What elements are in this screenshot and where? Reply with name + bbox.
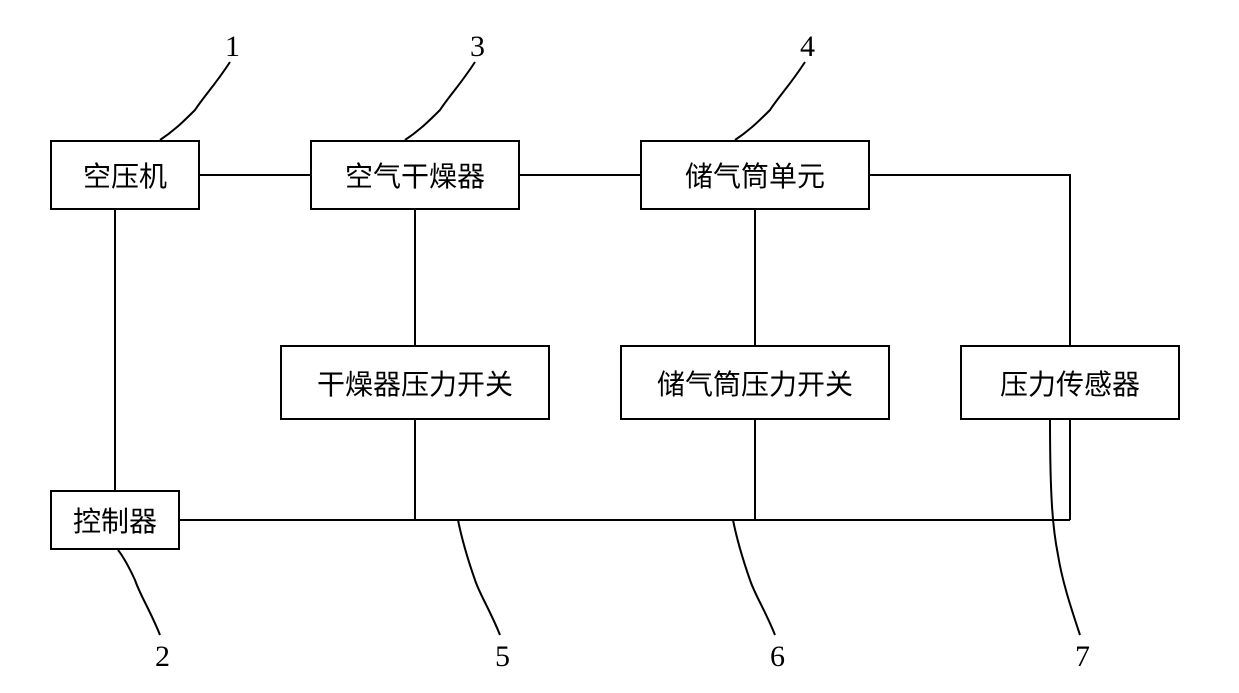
callout-text: 2	[155, 640, 170, 673]
node-label: 压力传感器	[1000, 363, 1140, 403]
callout-4: 4	[800, 30, 815, 64]
node-controller: 控制器	[50, 490, 180, 550]
callout-3: 3	[470, 30, 485, 64]
node-label: 储气筒压力开关	[657, 363, 853, 403]
node-label: 控制器	[73, 500, 157, 540]
node-dryer-switch: 干燥器压力开关	[280, 345, 550, 420]
node-label: 空气干燥器	[345, 155, 485, 195]
node-tank-switch: 储气筒压力开关	[620, 345, 890, 420]
callout-text: 1	[225, 30, 240, 63]
node-sensor: 压力传感器	[960, 345, 1180, 420]
callout-text: 3	[470, 30, 485, 63]
callout-text: 5	[495, 640, 510, 673]
callout-2: 2	[155, 640, 170, 674]
node-tank: 储气筒单元	[640, 140, 870, 210]
diagram-canvas: 空压机 控制器 空气干燥器 储气筒单元 干燥器压力开关 储气筒压力开关 压力传感…	[0, 0, 1239, 693]
callout-text: 4	[800, 30, 815, 63]
node-label: 干燥器压力开关	[317, 363, 513, 403]
callout-5: 5	[495, 640, 510, 674]
node-compressor: 空压机	[50, 140, 200, 210]
callout-1: 1	[225, 30, 240, 64]
callout-7: 7	[1075, 640, 1090, 674]
callout-text: 7	[1075, 640, 1090, 673]
node-label: 储气筒单元	[685, 155, 825, 195]
node-label: 空压机	[83, 155, 167, 195]
node-dryer: 空气干燥器	[310, 140, 520, 210]
callout-text: 6	[770, 640, 785, 673]
callout-6: 6	[770, 640, 785, 674]
